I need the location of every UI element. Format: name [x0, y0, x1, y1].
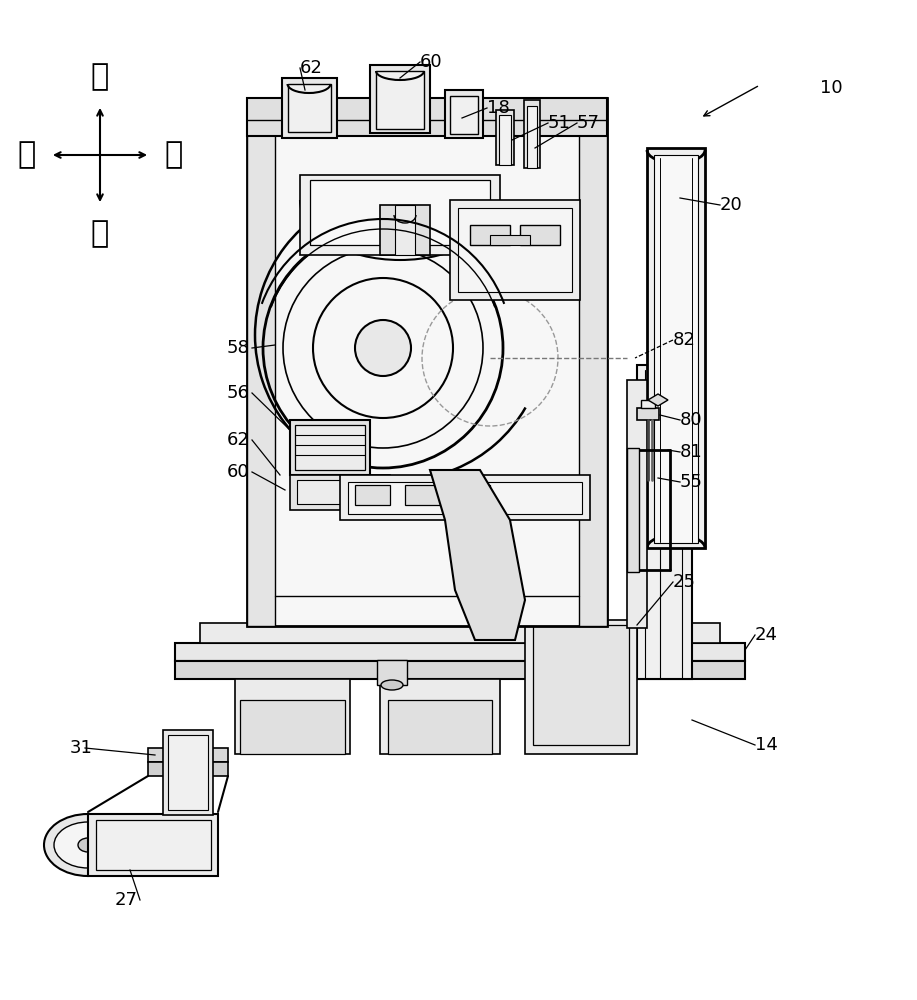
- Bar: [148, 762, 228, 776]
- Bar: [200, 623, 720, 643]
- Bar: [340, 475, 590, 520]
- Bar: [295, 425, 365, 470]
- Circle shape: [355, 320, 411, 376]
- Bar: [654, 155, 698, 543]
- Text: 60: 60: [420, 53, 443, 71]
- Bar: [647, 148, 705, 548]
- Text: 14: 14: [755, 736, 778, 754]
- Bar: [288, 84, 331, 132]
- Bar: [627, 448, 639, 572]
- Bar: [290, 475, 390, 510]
- Text: 20: 20: [720, 196, 743, 214]
- Bar: [290, 420, 370, 475]
- Text: 27: 27: [115, 891, 138, 909]
- Text: 62: 62: [300, 59, 323, 77]
- Bar: [148, 748, 228, 762]
- Bar: [395, 205, 415, 255]
- Text: 25: 25: [673, 573, 696, 591]
- Text: 60: 60: [227, 463, 249, 481]
- Bar: [175, 661, 745, 679]
- Bar: [297, 480, 383, 504]
- Bar: [377, 660, 407, 685]
- Bar: [282, 78, 337, 138]
- Bar: [445, 90, 483, 138]
- Bar: [88, 814, 218, 876]
- Ellipse shape: [78, 838, 98, 852]
- Ellipse shape: [381, 680, 403, 690]
- Text: 82: 82: [673, 331, 696, 349]
- Bar: [388, 700, 492, 754]
- Bar: [163, 730, 213, 815]
- Bar: [247, 98, 607, 626]
- Bar: [579, 98, 607, 626]
- Ellipse shape: [44, 814, 132, 876]
- Bar: [496, 110, 514, 165]
- Text: 右: 右: [164, 140, 182, 169]
- Bar: [247, 98, 607, 136]
- Bar: [240, 700, 345, 754]
- Bar: [533, 625, 629, 745]
- Bar: [380, 205, 430, 255]
- Bar: [300, 175, 500, 255]
- Text: 81: 81: [680, 443, 702, 461]
- Text: 左: 左: [17, 140, 36, 169]
- Bar: [455, 485, 490, 505]
- Bar: [380, 679, 500, 754]
- Text: 24: 24: [755, 626, 778, 644]
- Text: 56: 56: [227, 384, 249, 402]
- Bar: [525, 620, 637, 754]
- Text: 下: 下: [91, 219, 109, 248]
- Bar: [627, 380, 647, 628]
- Text: 51: 51: [548, 114, 571, 132]
- Text: 31: 31: [70, 739, 93, 757]
- Text: 上: 上: [91, 62, 109, 91]
- Text: 57: 57: [577, 114, 600, 132]
- Bar: [450, 200, 580, 300]
- Bar: [310, 180, 490, 245]
- Bar: [370, 65, 430, 133]
- Ellipse shape: [54, 822, 122, 868]
- Bar: [376, 71, 424, 129]
- Bar: [96, 820, 211, 870]
- Bar: [355, 485, 390, 505]
- Text: 10: 10: [820, 79, 843, 97]
- Bar: [527, 106, 537, 168]
- Polygon shape: [648, 394, 668, 406]
- Bar: [247, 98, 275, 626]
- Text: 55: 55: [680, 473, 703, 491]
- Bar: [524, 100, 540, 168]
- Bar: [641, 400, 655, 408]
- Text: 62: 62: [227, 431, 249, 449]
- Text: 18: 18: [487, 99, 510, 117]
- Text: 58: 58: [227, 339, 249, 357]
- Bar: [175, 643, 745, 661]
- Bar: [637, 365, 692, 679]
- Bar: [490, 235, 530, 245]
- Bar: [499, 115, 511, 165]
- Bar: [450, 96, 478, 134]
- Bar: [470, 225, 510, 245]
- Text: 80: 80: [680, 411, 702, 429]
- Bar: [458, 208, 572, 292]
- Bar: [405, 485, 440, 505]
- Bar: [235, 679, 350, 754]
- Polygon shape: [430, 470, 525, 640]
- Bar: [520, 225, 560, 245]
- Bar: [348, 482, 582, 514]
- Bar: [168, 735, 208, 810]
- Bar: [637, 408, 659, 420]
